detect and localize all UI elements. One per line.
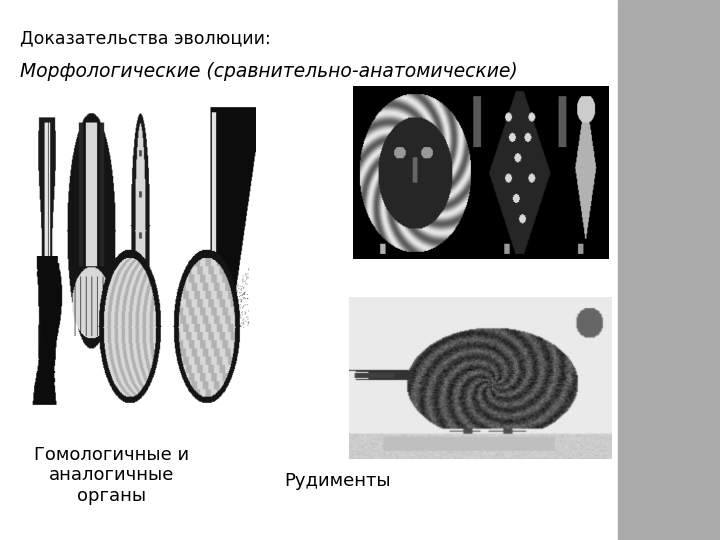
Text: Морфологические (сравнительно-анатомические): Морфологические (сравнительно-анатомичес… — [20, 62, 518, 81]
Bar — [618, 0, 720, 540]
Text: Рудименты: Рудименты — [284, 472, 391, 490]
Text: Гомологичные и
аналогичные
органы: Гомологичные и аналогичные органы — [34, 446, 189, 505]
Text: Доказательства эволюции:: Доказательства эволюции: — [20, 30, 271, 48]
Text: Атавизмы: Атавизмы — [396, 327, 490, 345]
